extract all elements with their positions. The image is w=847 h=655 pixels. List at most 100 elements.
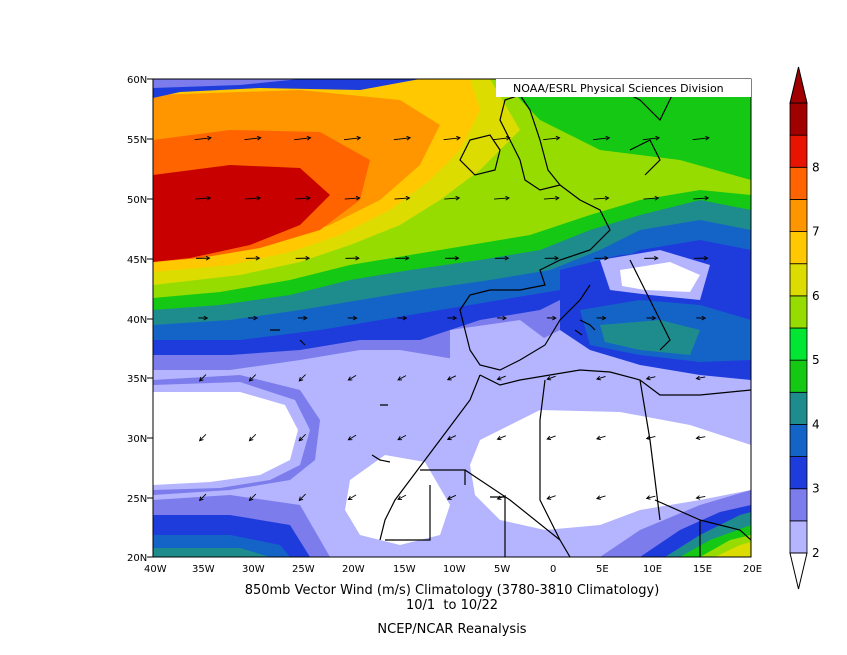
wind-arrow [695,435,706,441]
wind-arrow [198,493,207,502]
wind-arrow [198,433,207,442]
wind-arrow [692,135,710,141]
wind-arrow [496,495,506,500]
wind-arrow [446,494,457,500]
colorbar-swatch [789,424,808,457]
wind-arrow [347,494,357,501]
wind-arrow [496,435,506,441]
wind-arrow [642,135,661,141]
colorbar-swatch [789,327,808,361]
wind-arrow [592,135,611,141]
wind-arrow [543,135,561,141]
lon-label-5e: 5E [596,564,609,575]
colorbar-label: 5 [812,353,820,367]
lon-label-10e: 10E [643,564,662,575]
wind-arrow [445,255,460,261]
wind-arrow [343,135,362,141]
colorbar-swatch [789,391,808,425]
wind-arrow [595,375,606,381]
wind-arrow [544,255,560,261]
colorbar-swatch [789,102,808,136]
wind-arrow [493,135,511,141]
wind-arrow [244,135,262,141]
colorbar-label: 4 [812,417,820,431]
wind-arrow [294,195,311,201]
wind-arrow [546,315,557,321]
lat-label-50n: 50N [127,195,147,206]
lon-label-15w: 15W [393,564,416,575]
wind-arrow [198,315,209,321]
wind-arrow [646,315,657,321]
colorbar-swatch [789,488,808,522]
caption-source: NCEP/NCAR Reanalysis [377,622,526,637]
lon-label-20e: 20E [743,564,762,575]
wind-arrow [195,195,212,201]
colorbar-swatch [789,295,808,329]
wind-arrow [446,375,457,381]
wind-speed-field [153,79,751,557]
colorbar-label: 3 [812,482,820,496]
wind-arrow [248,433,257,442]
wind-arrow [494,255,510,261]
wind-arrow [394,195,411,201]
wind-arrow [298,374,306,382]
wind-arrow [347,375,357,381]
wind-arrow [645,435,656,441]
wind-arrow [496,375,506,381]
plot-frame [152,78,752,558]
wind-arrow [347,434,357,441]
wind-arrow [344,195,361,201]
colorbar-label: 8 [812,160,820,174]
lat-label-55n: 55N [127,135,147,146]
coastlines [270,79,751,557]
wind-arrow [194,135,212,141]
wind-arrow [596,315,607,321]
wind-arrow [295,255,311,261]
wind-arrow [245,195,262,201]
wind-arrow [397,494,407,500]
wind-arrow [397,375,407,381]
colorbar: 2 3 4 5 6 7 8 [789,66,820,590]
colorbar-swatch [789,456,808,490]
wind-arrow [645,495,656,500]
lon-label-5w: 5W [494,564,510,575]
wind-arrow [245,255,261,261]
wind-arrow [446,435,457,441]
wind-arrow [347,315,358,321]
colorbar-swatch [789,134,808,168]
caption-title: 850mb Vector Wind (m/s) Climatology (378… [245,583,660,598]
wind-arrow [497,315,508,321]
wind-arrow [593,195,610,201]
colorbar-swatch [789,166,808,200]
colorbar-label: 6 [812,289,820,303]
wind-arrow [543,195,560,201]
wind-arrow [694,255,709,261]
wind-arrow [546,375,556,381]
caption-dates: 10/1 to 10/22 [406,598,498,613]
wind-arrow [594,255,609,261]
wind-arrow [695,375,706,381]
colorbar-swatch [789,231,808,265]
wind-arrow [298,433,306,442]
wind-arrow [397,315,408,321]
wind-arrow [693,195,710,201]
wind-arrow [444,195,461,201]
wind-vector-arrows [194,135,710,502]
lon-label-40w: 40W [144,564,167,575]
wind-arrow [696,315,707,321]
wind-arrow [298,493,306,502]
lat-label-20n: 20N [127,553,147,564]
wind-arrow [443,135,461,141]
wind-arrow [397,434,407,441]
colorbar-swatch [789,359,808,393]
colorbar-min-arrow [789,552,808,590]
credit-box [496,79,751,97]
colorbar-label: 2 [812,546,820,560]
wind-arrow [595,495,606,500]
lat-label-60n: 60N [127,75,147,86]
colorbar-swatch [789,199,808,232]
lon-label-35w: 35W [192,564,215,575]
wind-arrow [546,435,556,441]
wind-arrow [248,493,257,502]
